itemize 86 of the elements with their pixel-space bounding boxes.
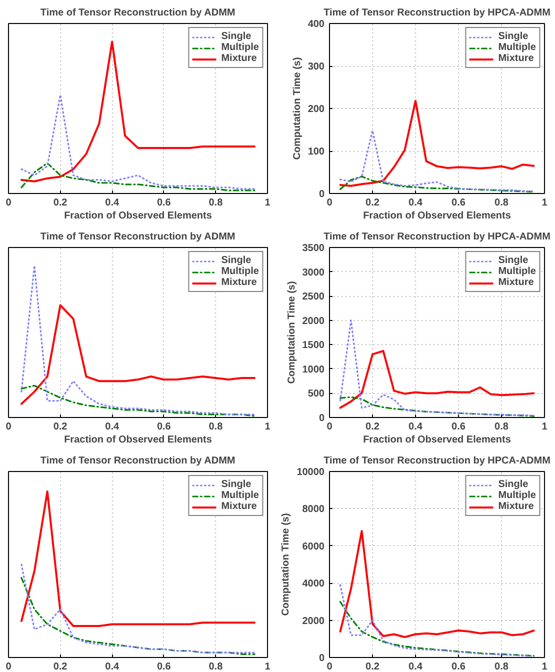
chart-title: Time of Tensor Reconstruction by HPCA-ADMM: [324, 8, 550, 18]
y-axis-title: Computation Time (s): [280, 513, 292, 616]
x-tick-label: 1: [542, 422, 548, 432]
legend-label: Single: [221, 255, 252, 266]
x-tick-label: 0.6: [452, 198, 466, 208]
x-tick-label: 0.4: [408, 662, 423, 672]
legend-label: Mixture: [221, 501, 257, 512]
y-tick-label: 0: [318, 413, 325, 424]
y-tick-label: 1000: [302, 364, 325, 376]
chart-title: Time of Tensor Reconstruction by HPCA-ADMM: [324, 232, 550, 242]
x-tick-label: 0: [326, 422, 333, 432]
x-tick-label: 0.2: [53, 198, 68, 208]
x-tick-label: 0.6: [156, 198, 172, 208]
x-tick-label: 0.8: [494, 422, 509, 432]
y-axis-title: Computation Time (s): [292, 57, 303, 160]
x-tick-label: 0.6: [452, 422, 466, 432]
legend-label: Mixture: [498, 277, 534, 288]
x-axis-title: Fraction of Observed Elements: [363, 434, 512, 446]
x-tick-label: 0.2: [53, 422, 68, 432]
x-axis-title: Fraction of Observed Elements: [64, 434, 212, 446]
legend-label: Multiple: [498, 42, 536, 53]
x-tick-label: 1: [264, 198, 271, 208]
legend-label: Mixture: [221, 277, 257, 288]
legend-label: Single: [498, 479, 528, 490]
x-tick-label: 0.6: [156, 662, 172, 672]
chart-title: Time of Tensor Reconstruction by HPCA-ADMM: [324, 456, 550, 466]
x-axis-title: Fraction of Observed Elements: [64, 210, 212, 222]
y-tick-label: 200: [308, 104, 325, 115]
chart-title: Time of Tensor Reconstruction by ADMM: [40, 232, 236, 242]
legend-label: Single: [498, 255, 528, 266]
legend-label: Single: [221, 479, 252, 490]
y-tick-label: 2000: [302, 616, 325, 627]
x-tick-label: 0.8: [208, 662, 224, 672]
x-tick-label: 0.4: [105, 662, 120, 672]
x-tick-label: 1: [542, 662, 548, 672]
legend-label: Multiple: [221, 266, 259, 277]
y-axis-title: Computation Time (s): [286, 281, 298, 384]
x-tick-label: 0.2: [366, 662, 380, 672]
y-tick-label: 3000: [302, 267, 325, 278]
x-tick-label: 0.4: [408, 422, 423, 432]
y-tick-label: 2500: [302, 292, 325, 303]
legend-label: Multiple: [498, 266, 536, 277]
x-tick-label: 1: [264, 422, 271, 432]
x-tick-label: 0.2: [366, 198, 380, 208]
legend-label: Multiple: [221, 42, 259, 53]
y-tick-label: 500: [308, 388, 325, 400]
y-tick-label: 2000: [302, 316, 325, 327]
x-tick-label: 0.8: [494, 198, 509, 208]
legend-label: Multiple: [221, 490, 259, 501]
x-tick-label: 0.2: [366, 422, 380, 432]
y-tick-label: 6000: [302, 541, 325, 552]
x-tick-label: 0: [326, 662, 333, 672]
x-tick-label: 0.8: [208, 198, 224, 208]
y-tick-label: 4000: [302, 578, 325, 590]
y-tick-label: 0: [318, 189, 325, 200]
legend-label: Single: [498, 31, 528, 42]
x-tick-label: 0: [6, 198, 12, 208]
legend-label: Mixture: [221, 53, 257, 64]
legend-label: Mixture: [498, 53, 534, 64]
x-axis-title: Fraction of Observed Elements: [363, 210, 512, 222]
y-tick-label: 3500: [302, 243, 325, 254]
y-tick-label: 0: [318, 653, 325, 664]
y-tick-label: 400: [308, 19, 325, 30]
x-tick-label: 0.4: [105, 422, 120, 432]
x-tick-label: 0.8: [494, 662, 509, 672]
y-tick-label: 300: [308, 62, 325, 72]
x-tick-label: 0.6: [452, 662, 466, 672]
chart-title: Time of Tensor Reconstruction by ADMM: [40, 456, 236, 466]
legend-label: Single: [221, 31, 252, 42]
x-tick-label: 1: [542, 198, 548, 208]
x-tick-label: 0.6: [156, 422, 172, 432]
x-tick-label: 0.4: [408, 198, 423, 208]
x-tick-label: 0.4: [105, 198, 120, 208]
chart-title: Time of Tensor Reconstruction by ADMM: [40, 8, 236, 18]
legend-label: Multiple: [498, 490, 536, 501]
x-tick-label: 0: [326, 198, 333, 208]
y-tick-label: 10000: [296, 467, 325, 478]
legend-label: Mixture: [498, 501, 534, 512]
y-tick-label: 1500: [302, 340, 325, 352]
y-tick-label: 8000: [302, 504, 325, 516]
x-tick-label: 0: [6, 422, 12, 432]
x-tick-label: 0.8: [208, 422, 224, 432]
x-tick-label: 0.2: [53, 662, 68, 672]
x-tick-label: 1: [264, 662, 271, 672]
y-tick-label: 100: [308, 146, 325, 158]
x-tick-label: 0: [6, 662, 12, 672]
